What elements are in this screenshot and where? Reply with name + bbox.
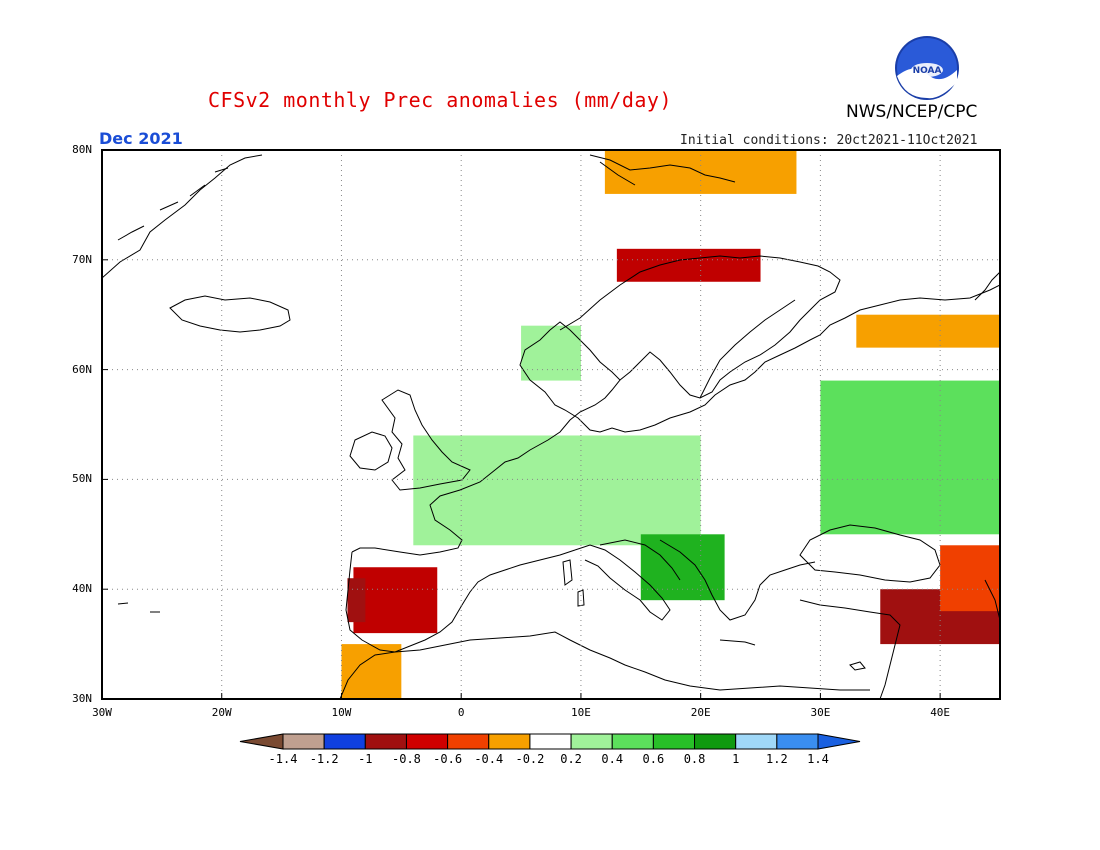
anomaly-region (856, 314, 1000, 348)
anomaly-region (820, 380, 1000, 535)
chart-title: CFSv2 monthly Prec anomalies (mm/day) (207, 88, 673, 112)
colorbar-tick-label: 0.8 (683, 752, 706, 766)
lon-tick-label: 30E (810, 706, 831, 719)
anomaly-region (616, 248, 761, 282)
anomaly-region (604, 150, 797, 194)
lon-tick-label: 0 (457, 706, 465, 719)
colorbar-tick-label: 0.2 (560, 752, 582, 766)
colorbar-tick-label: 1 (732, 752, 740, 766)
target-month-label: Dec 2021 (99, 129, 183, 148)
colorbar-swatch (447, 733, 490, 750)
lon-tick-label: 40E (930, 706, 951, 719)
colorbar-tick-label: -0.6 (433, 752, 463, 766)
colorbar-swatch (488, 733, 531, 750)
colorbar-tick-label: 1.2 (766, 752, 788, 766)
colorbar-tick-label: -1.2 (309, 752, 339, 766)
anomaly-region (521, 325, 581, 381)
lat-tick-label: 70N (72, 252, 92, 266)
colorbar-swatch (364, 733, 407, 750)
lon-tick-label: 10W (331, 706, 352, 719)
lat-tick-label: 60N (72, 362, 92, 376)
lat-tick-label: 40N (72, 582, 92, 596)
colorbar-low-arrow (239, 733, 284, 750)
colorbar-tick-label: -0.2 (515, 752, 545, 766)
noaa-logo-text: NOAA (913, 66, 942, 76)
anomaly-region (353, 567, 438, 634)
lon-tick-label: 10E (570, 706, 591, 719)
anomaly-region (640, 534, 725, 601)
colorbar-tick-label: 1.4 (807, 752, 829, 766)
lat-tick-label: 80N (72, 143, 92, 156)
colorbar-swatch (529, 733, 572, 750)
lat-tick-label: 30N (72, 692, 92, 705)
colorbar-swatch (570, 733, 613, 750)
anomaly-region (347, 578, 366, 623)
colorbar (239, 733, 861, 750)
agency-label: NWS/NCEP/CPC (846, 102, 978, 122)
colorbar-swatch (405, 733, 449, 750)
colorbar-tick-label: -0.8 (392, 752, 421, 766)
anomaly-layer (341, 150, 1000, 699)
colorbar-tick-label: 0.6 (642, 752, 665, 766)
lon-tick-label: 30W (92, 706, 112, 719)
coastline-layer (102, 154, 1000, 699)
colorbar-tick-label: -0.4 (474, 752, 504, 766)
colorbar-swatch (694, 733, 737, 750)
lon-tick-label: 20W (211, 706, 232, 719)
anomaly-region (341, 644, 402, 699)
colorbar-swatch (652, 733, 696, 750)
lat-tick-label: 50N (72, 472, 92, 486)
lon-tick-label: 20E (690, 706, 711, 719)
colorbar-swatch (611, 733, 654, 750)
colorbar-swatch (323, 733, 366, 750)
colorbar-high-arrow (817, 733, 861, 750)
colorbar-tick-label: -1 (358, 752, 373, 766)
initial-conditions-label: Initial conditions: 20ct2021-11Oct2021 (680, 133, 978, 148)
anomaly-region (940, 545, 1000, 612)
map-frame (101, 149, 1001, 700)
colorbar-swatch (776, 733, 819, 750)
colorbar-swatch (282, 733, 325, 750)
anomaly-region (413, 435, 701, 546)
colorbar-tick-label: 0.4 (601, 752, 624, 766)
colorbar-tick-label: -1.4 (268, 752, 298, 766)
colorbar-swatch (735, 733, 778, 750)
noaa-logo: NOAA (895, 36, 959, 100)
